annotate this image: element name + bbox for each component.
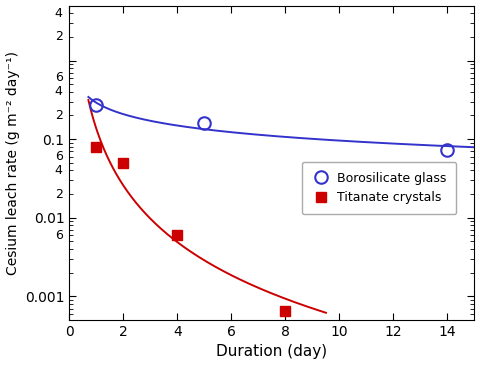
Text: 6: 6 — [55, 72, 62, 84]
Legend: Borosilicate glass, Titanate crystals: Borosilicate glass, Titanate crystals — [301, 162, 456, 214]
Borosilicate glass — [444, 148, 450, 152]
Text: 2: 2 — [55, 188, 62, 201]
Line: Titanate crystals: Titanate crystals — [92, 142, 290, 316]
Borosilicate glass — [202, 121, 207, 125]
Text: 6: 6 — [55, 229, 62, 242]
Text: 4: 4 — [55, 7, 62, 20]
Titanate crystals — [120, 161, 126, 165]
Line: Borosilicate glass: Borosilicate glass — [90, 99, 454, 156]
Text: 2: 2 — [55, 109, 62, 122]
Y-axis label: Cesium leach rate (g m⁻² day⁻¹): Cesium leach rate (g m⁻² day⁻¹) — [6, 51, 20, 275]
Text: 6: 6 — [55, 150, 62, 163]
Titanate crystals — [94, 145, 99, 149]
Titanate crystals — [283, 309, 288, 313]
Text: 2: 2 — [55, 30, 62, 43]
Borosilicate glass — [94, 103, 99, 107]
X-axis label: Duration (day): Duration (day) — [216, 345, 327, 360]
Text: 4: 4 — [55, 164, 62, 177]
Titanate crystals — [175, 233, 180, 237]
Text: 4: 4 — [55, 85, 62, 98]
